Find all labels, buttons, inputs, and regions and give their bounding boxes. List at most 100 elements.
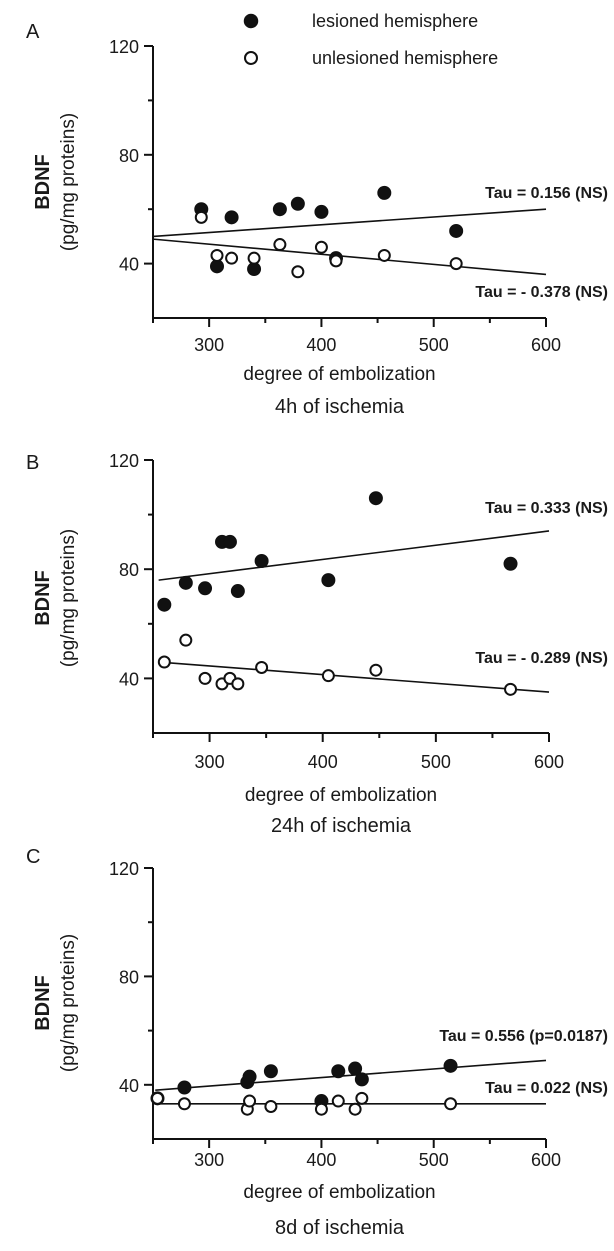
x-tick-label: 500 bbox=[419, 1150, 449, 1170]
y-tick-label: 120 bbox=[109, 451, 139, 471]
data-point-unlesioned bbox=[355, 1091, 369, 1105]
tau-annotation-lesioned: Tau = 0.156 (NS) bbox=[485, 185, 608, 202]
tau-annotation-unlesioned: Tau = 0.022 (NS) bbox=[485, 1080, 608, 1097]
y-tick-label: 40 bbox=[119, 255, 139, 275]
legend-label-lesioned: lesioned hemisphere bbox=[312, 11, 478, 31]
data-point-unlesioned bbox=[329, 254, 343, 268]
x-axis-label: degree of embolization bbox=[243, 1182, 435, 1203]
y-tick-label: 120 bbox=[109, 37, 139, 57]
data-point-unlesioned bbox=[255, 660, 269, 674]
data-point-lesioned bbox=[242, 1069, 257, 1084]
panel-label: B bbox=[26, 452, 39, 474]
regression-line-lesioned bbox=[158, 530, 550, 581]
x-axis-label: degree of embolization bbox=[245, 785, 437, 806]
data-point-unlesioned bbox=[377, 248, 391, 262]
x-tick-label: 400 bbox=[308, 752, 338, 772]
panel-title: 24h of ischemia bbox=[271, 815, 412, 837]
regression-line-unlesioned bbox=[158, 661, 550, 693]
data-point-unlesioned bbox=[314, 1102, 328, 1116]
panel-label: C bbox=[26, 846, 40, 868]
data-point-lesioned bbox=[177, 1080, 192, 1095]
data-point-lesioned bbox=[443, 1058, 458, 1073]
data-point-unlesioned bbox=[243, 1094, 257, 1108]
panel-title: 8d of ischemia bbox=[275, 1217, 405, 1239]
data-point-lesioned bbox=[368, 491, 383, 506]
tau-annotation-lesioned: Tau = 0.556 (p=0.0187) bbox=[439, 1028, 608, 1045]
x-axis-label: degree of embolization bbox=[243, 364, 435, 385]
data-point-unlesioned bbox=[273, 238, 287, 252]
y-tick-label: 40 bbox=[119, 669, 139, 689]
data-point-unlesioned bbox=[291, 265, 305, 279]
data-point-lesioned bbox=[254, 554, 269, 569]
data-point-lesioned bbox=[272, 202, 287, 217]
x-tick-label: 500 bbox=[419, 335, 449, 355]
regression-line-lesioned bbox=[152, 208, 547, 238]
panel-b: B 40 80 120 300 400 500 600 degree of embolizati… bbox=[26, 451, 608, 837]
y-axis-label-units: (pg/mg proteins) bbox=[58, 529, 79, 667]
data-point-unlesioned bbox=[247, 251, 261, 265]
data-point-lesioned bbox=[314, 204, 329, 219]
x-tick-label: 600 bbox=[531, 1150, 561, 1170]
data-point-lesioned bbox=[230, 584, 245, 599]
x-tick-label: 600 bbox=[531, 335, 561, 355]
x-tick-label: 500 bbox=[421, 752, 451, 772]
data-point-unlesioned bbox=[348, 1102, 362, 1116]
panel-c: C 40 80 120 300 400 500 600 degree of embolizati… bbox=[26, 846, 608, 1239]
y-axis-label-units: (pg/mg proteins) bbox=[58, 934, 79, 1072]
data-point-unlesioned bbox=[179, 633, 193, 647]
data-point-lesioned bbox=[449, 223, 464, 238]
panel-a: A 40 80 120 300 400 500 600 degree of embolizati… bbox=[26, 21, 608, 418]
y-tick-label: 80 bbox=[119, 146, 139, 166]
data-point-unlesioned bbox=[194, 210, 208, 224]
regression-line-unlesioned bbox=[152, 238, 547, 276]
data-point-lesioned bbox=[331, 1064, 346, 1079]
data-point-lesioned bbox=[224, 210, 239, 225]
data-point-unlesioned bbox=[504, 682, 518, 696]
x-tick-label: 400 bbox=[306, 335, 336, 355]
data-point-lesioned bbox=[348, 1061, 363, 1076]
data-point-unlesioned bbox=[444, 1097, 458, 1111]
data-point-unlesioned bbox=[331, 1094, 345, 1108]
data-point-unlesioned bbox=[210, 248, 224, 262]
legend-label-unlesioned: unlesioned hemisphere bbox=[312, 48, 498, 68]
y-axis-label: BDNF bbox=[32, 975, 54, 1031]
data-point-lesioned bbox=[157, 597, 172, 612]
tau-annotation-unlesioned: Tau = - 0.289 (NS) bbox=[475, 650, 608, 667]
data-point-unlesioned bbox=[321, 669, 335, 683]
legend: lesioned hemisphere unlesioned hemispher… bbox=[243, 11, 498, 68]
data-point-unlesioned bbox=[264, 1099, 278, 1113]
data-point-unlesioned bbox=[231, 677, 245, 691]
y-axis-label: BDNF bbox=[32, 154, 54, 210]
data-point-lesioned bbox=[354, 1072, 369, 1087]
data-point-unlesioned bbox=[157, 655, 171, 669]
data-point-lesioned bbox=[377, 185, 392, 200]
data-point-unlesioned bbox=[369, 663, 383, 677]
data-point-lesioned bbox=[222, 534, 237, 549]
data-point-unlesioned bbox=[449, 257, 463, 271]
tau-annotation-lesioned: Tau = 0.333 (NS) bbox=[485, 500, 608, 517]
y-tick-label: 80 bbox=[119, 967, 139, 987]
data-point-unlesioned bbox=[177, 1097, 191, 1111]
x-tick-label: 300 bbox=[195, 752, 225, 772]
y-tick-label: 80 bbox=[119, 560, 139, 580]
data-point-unlesioned bbox=[314, 240, 328, 254]
tau-annotation-unlesioned: Tau = - 0.378 (NS) bbox=[475, 284, 608, 301]
data-point-lesioned bbox=[263, 1064, 278, 1079]
legend-marker-unlesioned bbox=[244, 51, 258, 65]
panel-label: A bbox=[26, 21, 40, 43]
x-tick-label: 400 bbox=[306, 1150, 336, 1170]
data-point-unlesioned bbox=[150, 1091, 164, 1105]
data-point-unlesioned bbox=[198, 671, 212, 685]
x-tick-label: 600 bbox=[534, 752, 564, 772]
x-tick-label: 300 bbox=[194, 335, 224, 355]
data-point-lesioned bbox=[503, 556, 518, 571]
data-point-lesioned bbox=[198, 581, 213, 596]
data-point-unlesioned bbox=[225, 251, 239, 265]
y-tick-label: 40 bbox=[119, 1076, 139, 1096]
regression-line-lesioned bbox=[155, 1059, 547, 1092]
panel-title: 4h of ischemia bbox=[275, 396, 405, 418]
y-tick-label: 120 bbox=[109, 859, 139, 879]
data-point-lesioned bbox=[321, 573, 336, 588]
x-tick-label: 300 bbox=[194, 1150, 224, 1170]
